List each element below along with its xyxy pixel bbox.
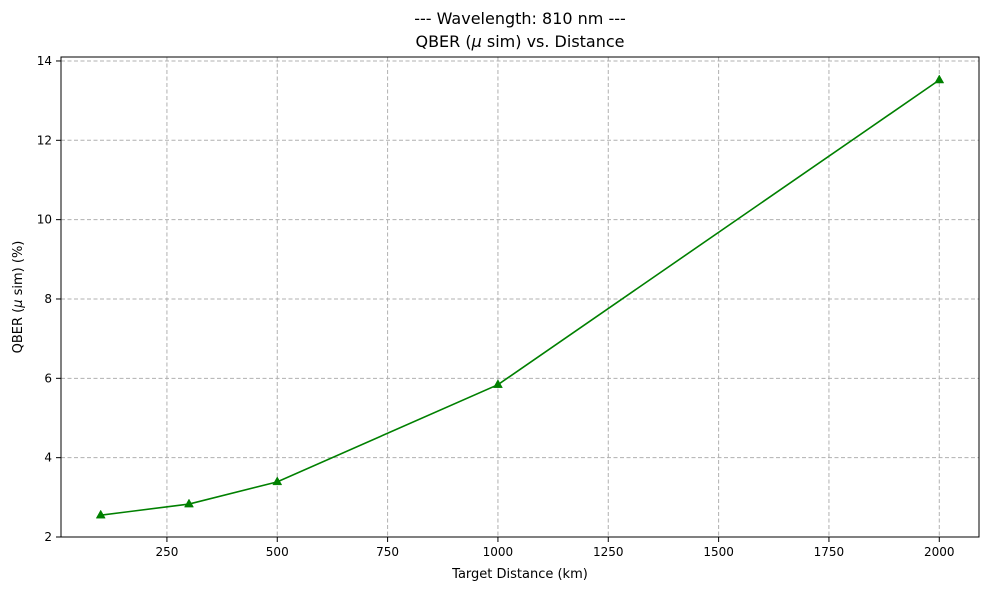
x-tick-label: 1000: [483, 545, 514, 559]
axes: [60, 56, 980, 538]
x-tick-label: 750: [376, 545, 399, 559]
data-point-triangle: [493, 379, 503, 388]
chart-title-line-2: QBER (μ sim) vs. Distance: [415, 32, 624, 51]
x-tick-label: 500: [266, 545, 289, 559]
y-tick-label: 12: [37, 133, 52, 147]
y-axis-ticks: 2 4 6 8 10 12 14: [37, 54, 61, 544]
y-tick-label: 10: [37, 213, 52, 227]
y-tick-label: 2: [44, 530, 52, 544]
y-axis-label: QBER (μ sim) (%): [11, 241, 26, 354]
y-tick-label: 14: [37, 54, 52, 68]
y-tick-label: 6: [44, 371, 52, 385]
x-axis-ticks: 250 500 750 1000 1250 1500 1750 2000: [155, 537, 955, 559]
x-tick-label: 250: [155, 545, 178, 559]
chart-title-line-1: --- Wavelength: 810 nm ---: [414, 9, 626, 28]
plot-area: [95, 74, 945, 519]
x-axis-label: Target Distance (km): [451, 567, 588, 582]
data-point-triangle: [934, 74, 945, 84]
data-point-triangle: [95, 509, 106, 519]
x-tick-label: 1750: [814, 545, 845, 559]
y-tick-label: 4: [44, 451, 52, 465]
y-tick-label: 8: [44, 292, 52, 306]
data-point-triangle: [184, 498, 194, 508]
axes-frame: [60, 56, 980, 538]
x-tick-label: 1250: [593, 545, 624, 559]
data-point-triangle: [272, 476, 283, 486]
x-tick-label: 2000: [924, 545, 955, 559]
x-tick-label: 1500: [703, 545, 734, 559]
